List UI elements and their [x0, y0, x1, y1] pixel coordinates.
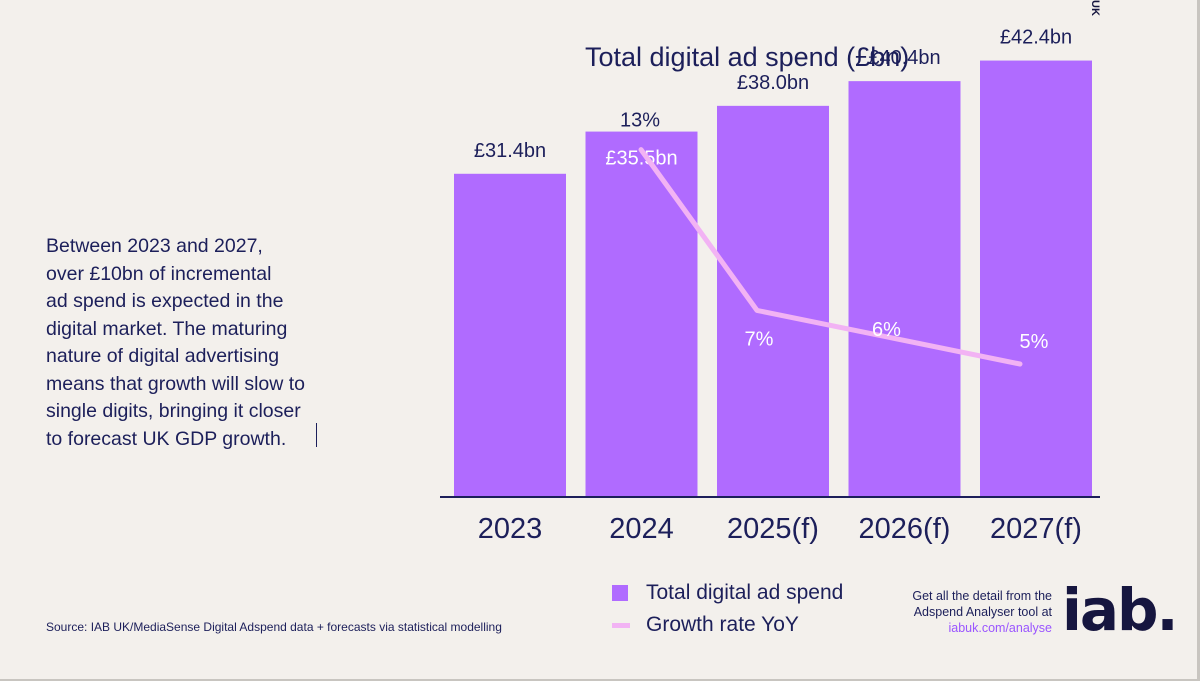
x-tick-label: 2024 — [609, 513, 674, 545]
description-text: Between 2023 and 2027, over £10bn of inc… — [46, 235, 306, 450]
growth-label: 5% — [1020, 331, 1049, 353]
bar-value-label: £42.4bn — [1000, 27, 1072, 49]
source-note: Source: IAB UK/MediaSense Digital Adspen… — [46, 620, 502, 634]
legend-bar-label: Total digital ad spend — [646, 581, 844, 604]
x-tick-label: 2026(f) — [859, 513, 951, 545]
bar-2023 — [454, 173, 566, 497]
promo-line-1: Get all the detail from the — [912, 589, 1052, 603]
bar-2026(f) — [848, 81, 961, 497]
growth-label: 6% — [872, 319, 901, 341]
legend-line-label: Growth rate YoY — [646, 613, 799, 636]
bar-value-label: £40.4bn — [868, 47, 940, 69]
growth-label: 13% — [620, 110, 660, 132]
promo-line-2: Adspend Analyser tool at — [913, 605, 1052, 619]
x-tick-label: 2023 — [478, 513, 543, 545]
x-tick-label: 2025(f) — [727, 513, 819, 545]
logo-uk-label: UK — [1089, 0, 1101, 16]
bar-2027(f) — [980, 60, 1092, 498]
growth-label: 7% — [745, 328, 774, 350]
legend: Total digital ad spend Growth rate YoY — [612, 577, 843, 641]
bar-value-label: £38.0bn — [737, 72, 809, 94]
chart-title: Total digital ad spend (£bn) — [585, 42, 910, 72]
bar-value-label: £31.4bn — [474, 140, 546, 162]
logo-text: iab. — [1062, 576, 1179, 644]
x-tick-label: 2027(f) — [990, 513, 1082, 545]
legend-item-bar: Total digital ad spend — [612, 577, 843, 609]
bar-2024 — [585, 131, 698, 497]
legend-bar-swatch — [612, 585, 628, 601]
bar-2025(f) — [717, 105, 829, 497]
promo-link[interactable]: iabuk.com/analyse — [948, 621, 1052, 635]
growth-line — [638, 147, 1023, 367]
iab-logo: iab. — [1062, 580, 1179, 640]
promo-text: Get all the detail from the Adspend Anal… — [880, 588, 1052, 636]
bar-value-label: £35.5bn — [605, 148, 677, 170]
legend-line-swatch — [612, 622, 630, 628]
legend-item-line: Growth rate YoY — [612, 609, 843, 641]
text-cursor — [316, 423, 317, 447]
